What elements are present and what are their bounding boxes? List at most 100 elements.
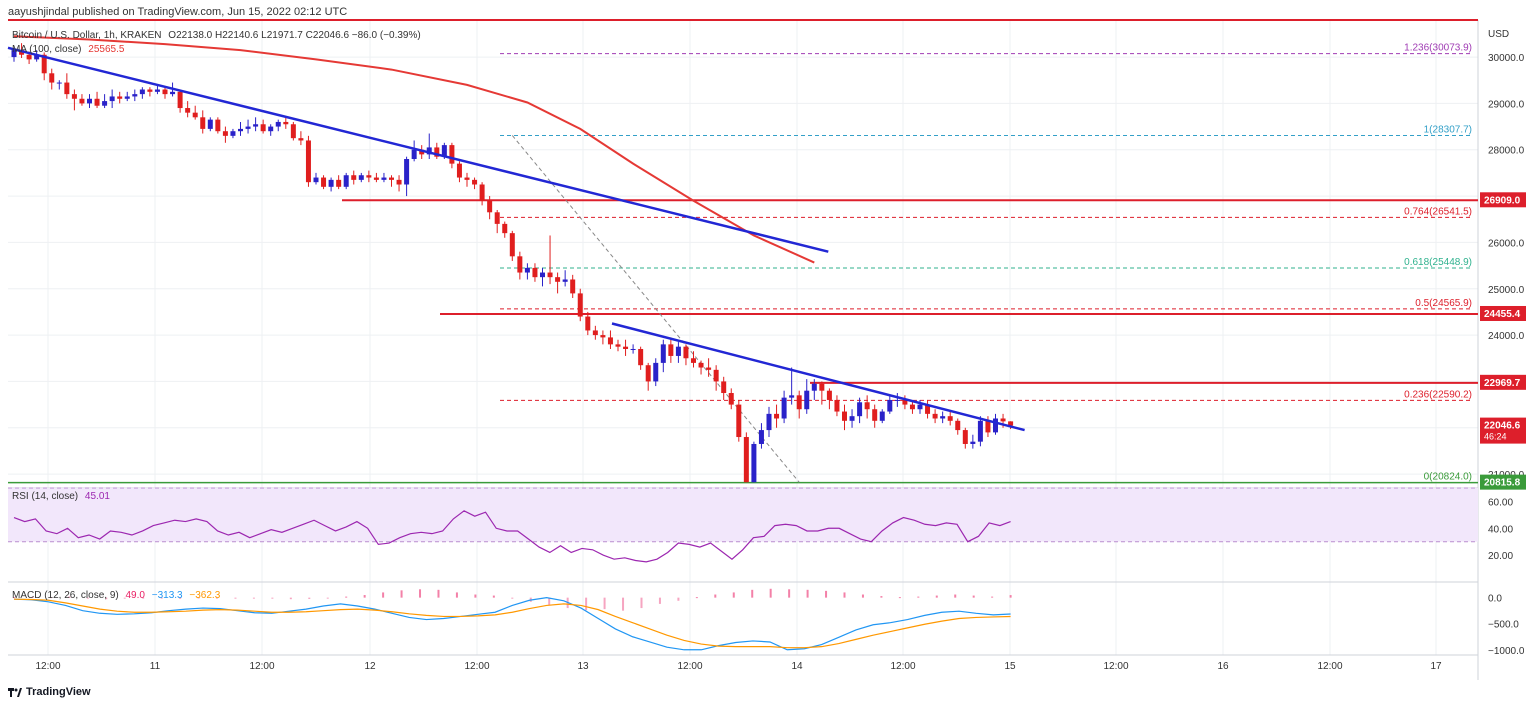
macd-signal-line [13,598,1011,649]
candle-body [389,177,394,180]
rsi-value: 45.01 [84,491,110,502]
candle-body [570,279,576,294]
candle-body [857,402,863,417]
ma-label: MA (100, close) [12,44,82,55]
candle-body [796,395,802,410]
macd-histogram-bar [751,589,754,598]
candle-body [864,402,870,410]
candle-body [290,124,296,139]
candle-body [102,101,108,106]
candle-body [970,441,976,444]
macd-tick-label: −500.0 [1488,620,1519,631]
moving-average-line [13,35,815,264]
price-tag-label: 26909.0 [1484,195,1521,206]
candle-body [328,179,334,187]
macd-histogram-bar [714,594,717,598]
macd-histogram-bar [640,597,643,609]
candle-body [645,365,651,382]
candle-body [562,279,568,282]
fib-level-label: 0.5(24565.9) [1415,298,1472,309]
candle-body [87,98,92,104]
candle-body [962,430,968,444]
candle-body [758,430,764,444]
candle-body [434,147,440,157]
price-tag [1480,305,1526,321]
macd-line-value: −313.3 [151,590,183,601]
candle-body [494,212,500,224]
time-tick-label: 12:00 [1103,661,1128,672]
price-tag-label: 22046.6 [1484,421,1521,432]
price-tick-label: 28000.0 [1488,146,1525,157]
macd-histogram-bar [252,597,255,599]
candle-body [524,267,530,273]
price-tag-label: 20815.8 [1484,478,1521,489]
candle-body [373,177,379,180]
candle-body [925,404,931,414]
macd-tick-label: 0.0 [1488,594,1502,605]
macd-histogram-bar [954,594,957,598]
candle-body [64,82,70,95]
candle-body [826,390,832,400]
macd-histogram-bar [289,597,292,600]
candle-body [426,147,432,155]
candle-body [253,124,259,127]
candle-body [540,272,545,278]
candle-body [132,94,138,97]
rsi-line [13,510,1011,563]
candle-body [932,413,938,419]
macd-histogram-bar [880,596,883,598]
macd-histogram-bar [13,597,15,599]
candle-body [358,175,364,180]
candle-body [766,413,772,431]
time-tick-label: 12:00 [1317,661,1342,672]
candle-body [56,82,62,84]
rsi-tick-label: 60.00 [1488,497,1513,508]
candle-body [404,159,410,185]
candle-body [94,98,100,106]
tradingview-logo[interactable]: TradingView [8,686,91,698]
trendline [7,46,829,253]
candle-body [170,91,176,95]
candle-body [555,277,561,282]
macd-histogram-bar [548,597,551,605]
candle-body [955,420,961,431]
candle-body [721,381,727,394]
published-line: aayushjindal published on TradingView.co… [8,6,348,18]
candle-body [351,175,357,180]
macd-histogram-bar [917,596,920,598]
candle-body [660,344,666,363]
macd-histogram-bar [658,597,661,604]
time-tick-label: 12:00 [35,661,60,672]
time-tick-label: 15 [1004,661,1016,672]
macd-histogram-bar [308,597,311,599]
macd-histogram-bar [345,596,348,598]
candle-body [238,128,243,132]
candle-body [343,175,349,187]
price-tag [1480,474,1526,490]
macd-histogram-bar [400,590,403,598]
candle-body [887,399,893,412]
candle-body [381,177,387,180]
candle-body [479,184,485,201]
macd-histogram-bar [363,595,366,598]
time-tick-label: 11 [150,661,161,672]
macd-histogram-bar [419,589,422,598]
candle-body [811,383,817,391]
candle-body [819,383,825,391]
macd-histogram-bar [216,597,219,599]
trendline [611,322,1025,432]
macd-histogram-bar [825,590,828,598]
candle-body [592,330,598,336]
symbol-legend: Bitcoin / U.S. Dollar, 1h, KRAKEN O22138… [12,30,421,41]
macd-histogram-bar [806,589,809,598]
candle-body [615,344,621,347]
candle-body [713,369,719,382]
candle-body [623,346,629,349]
candle-body [630,348,636,350]
candle-body [781,397,787,419]
candle-body [222,131,228,136]
brand-label: TradingView [26,686,91,698]
candle-body [940,416,946,419]
candle-body [509,233,515,257]
